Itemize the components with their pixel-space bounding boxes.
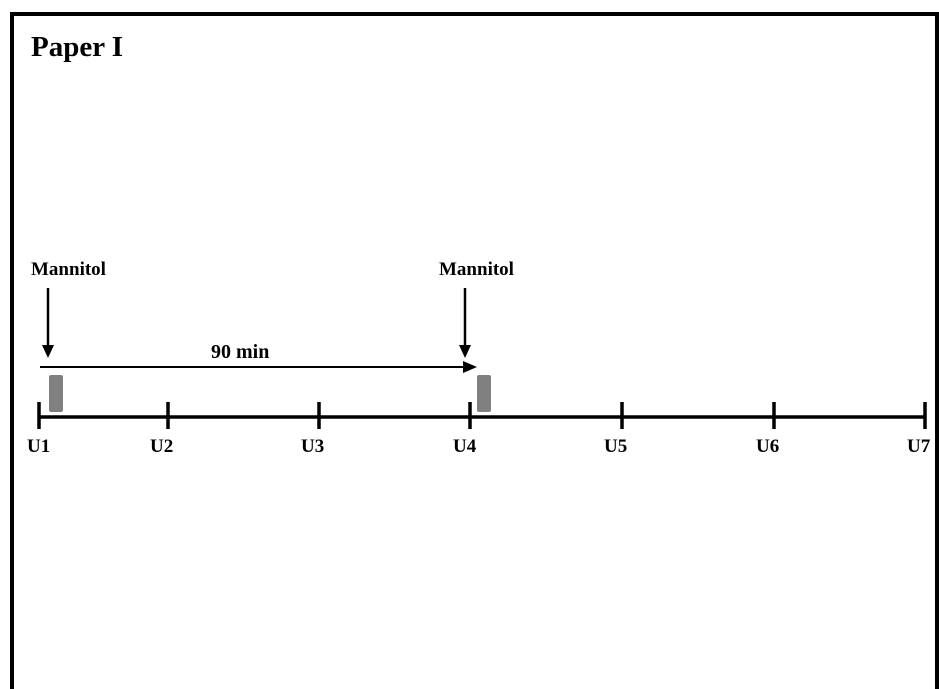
tick-label-u3: U3	[301, 436, 324, 457]
diagram-frame	[10, 12, 939, 689]
tick-label-u1: U1	[27, 436, 50, 457]
tick-label-u5: U5	[604, 436, 627, 457]
down-arrow-icon	[459, 288, 471, 358]
down-arrow-icon	[42, 288, 54, 358]
diagram-title: Paper I	[31, 31, 123, 63]
tick-label-u4: U4	[453, 436, 477, 457]
event-label-mannitol-2: Mannitol	[439, 259, 514, 280]
tick-label-u6: U6	[756, 436, 779, 457]
tick-label-u7: U7	[907, 436, 931, 457]
event-label-mannitol-1: Mannitol	[31, 259, 106, 280]
mannitol-marker	[477, 375, 491, 412]
tick-label-u2: U2	[150, 436, 173, 457]
interval-arrow	[40, 361, 477, 373]
mannitol-marker	[49, 375, 63, 412]
interval-label: 90 min	[211, 341, 269, 363]
